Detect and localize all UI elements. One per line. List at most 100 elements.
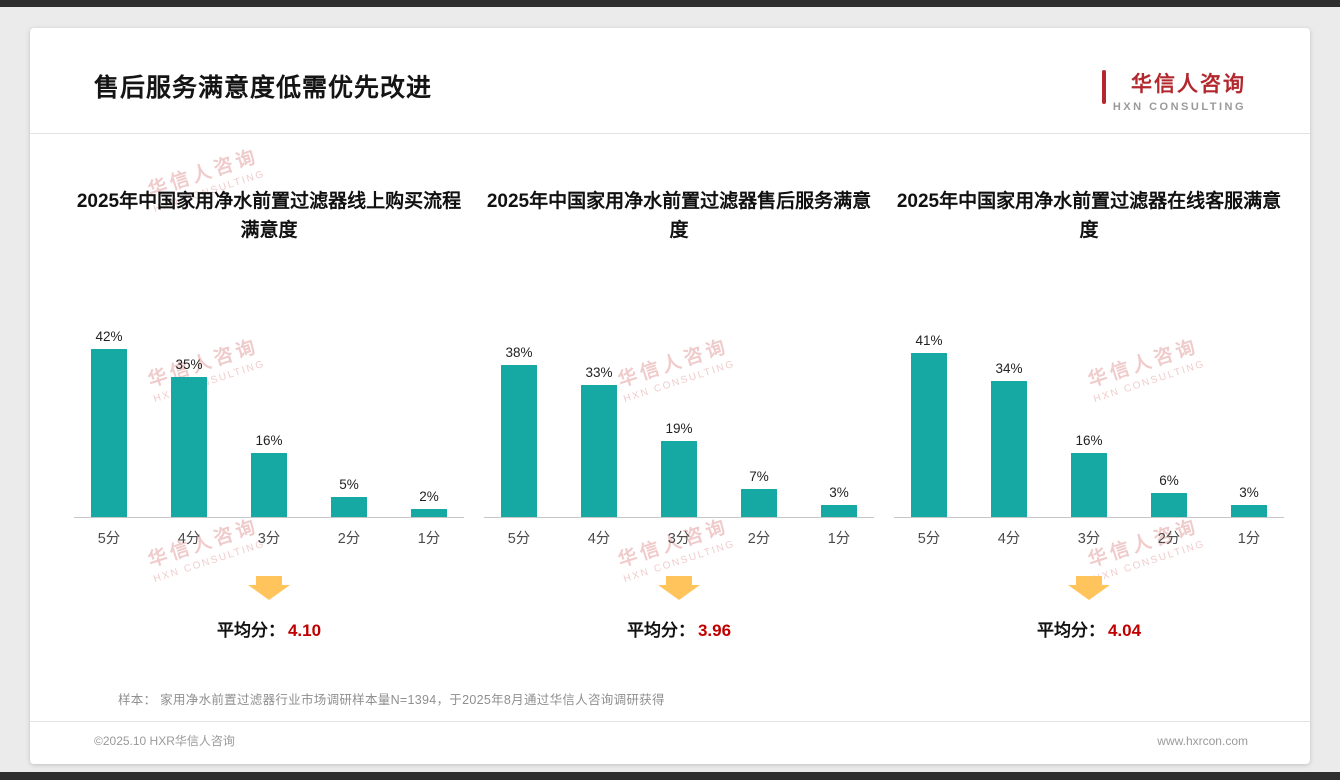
bar (741, 489, 777, 517)
bar (1231, 505, 1267, 517)
page-title: 售后服务满意度低需优先改进 (94, 74, 433, 102)
logo-bar-icon (1101, 70, 1106, 104)
category-row: 5分 4分 3分 2分 1分 (74, 518, 464, 548)
bottom-border-strip (0, 772, 1340, 780)
bar-slot: 5% (314, 477, 384, 517)
bar-value-label: 41% (915, 333, 943, 348)
category-label: 1分 (417, 531, 441, 547)
chart-title: 2025年中国家用净水前置过滤器线上购买流程满意度 (76, 191, 462, 241)
average-value: 3.96 (697, 621, 732, 640)
bar (501, 365, 537, 517)
plot-area: 41% 34% 16% 6% 3% (894, 306, 1284, 518)
bar-slot: 19% (644, 421, 714, 517)
header: 售后服务满意度低需优先改进 华信人咨询 HXN CONSULTING (30, 28, 1310, 113)
category-label: 4分 (177, 531, 201, 547)
bar-slot: 2% (394, 489, 464, 517)
bar-value-label: 5% (339, 477, 359, 492)
bar-value-label: 7% (749, 469, 769, 484)
down-arrow-icon (658, 576, 700, 600)
average-prefix: 平均分： (626, 621, 695, 640)
bar-value-label: 33% (585, 365, 613, 380)
top-border-strip (0, 0, 1340, 7)
footer-divider (30, 721, 1310, 722)
category-label: 3分 (257, 531, 281, 547)
copyright-text: ©2025.10 HXR华信人咨询 (94, 734, 235, 748)
bar-slot: 35% (154, 357, 224, 517)
chart-column: 2025年中国家用净水前置过滤器在线客服满意度 41% 34% 16% 6% 3% 5分… (894, 188, 1284, 641)
bar (991, 381, 1027, 517)
chart-column: 2025年中国家用净水前置过滤器售后服务满意度 38% 33% 19% 7% 3% 5分… (484, 188, 874, 641)
category-label: 4分 (587, 531, 611, 547)
category-row: 5分 4分 3分 2分 1分 (894, 518, 1284, 548)
bar-value-label: 16% (255, 433, 283, 448)
bar-value-label: 35% (175, 357, 203, 372)
average-value: 4.04 (1107, 621, 1142, 640)
bar-slot: 33% (564, 365, 634, 517)
category-label: 2分 (1157, 531, 1181, 547)
bar-value-label: 2% (419, 489, 439, 504)
category-label: 3分 (667, 531, 691, 547)
bar-slot: 34% (974, 361, 1044, 517)
bar-value-label: 3% (829, 485, 849, 500)
category-label: 2分 (337, 531, 361, 547)
bar (411, 509, 447, 517)
bar-slot: 3% (1214, 485, 1284, 517)
average-score-row: 平均分： 4.10 (217, 616, 321, 641)
average-score-row: 平均分： 3.96 (627, 616, 731, 641)
average-score-row: 平均分： 4.04 (1037, 616, 1141, 641)
bar-value-label: 34% (995, 361, 1023, 376)
down-arrow-icon (1068, 576, 1110, 600)
footer: 样本： 家用净水前置过滤器行业市场调研样本量N=1394，于2025年8月通过华… (30, 689, 1310, 764)
website-text: www.hxrcon.com (1157, 733, 1248, 748)
bar-slot: 42% (74, 329, 144, 517)
bar (911, 353, 947, 517)
category-label: 1分 (827, 531, 851, 547)
slide-card: 华信人咨询 HXN CONSULTING 华信人咨询 HXN CONSULTING 华信… (30, 28, 1310, 764)
plot-area: 42% 35% 16% 5% 2% (74, 306, 464, 518)
bar-value-label: 16% (1075, 433, 1103, 448)
charts-row: 2025年中国家用净水前置过滤器线上购买流程满意度 42% 35% 16% 5% 2% … (30, 134, 1310, 641)
logo-name: 华信人咨询 (1131, 73, 1246, 96)
bar-value-label: 38% (505, 345, 533, 360)
bar-slot: 3% (804, 485, 874, 517)
bar-slot: 41% (894, 333, 964, 517)
chart-column: 2025年中国家用净水前置过滤器线上购买流程满意度 42% 35% 16% 5% 2% … (74, 188, 464, 641)
chart-title: 2025年中国家用净水前置过滤器在线客服满意度 (896, 191, 1282, 241)
bar (251, 453, 287, 517)
bar-slot: 16% (1054, 433, 1124, 517)
bar (1151, 493, 1187, 517)
footer-bottom-row: ©2025.10 HXR华信人咨询 www.hxrcon.com (30, 722, 1310, 764)
category-label: 3分 (1077, 531, 1101, 547)
logo-tagline: HXN CONSULTING (1112, 101, 1246, 113)
category-label: 1分 (1237, 531, 1261, 547)
bar (581, 385, 617, 517)
category-label: 4分 (997, 531, 1021, 547)
category-label: 5分 (507, 531, 531, 547)
plot-area: 38% 33% 19% 7% 3% (484, 306, 874, 518)
company-logo: 华信人咨询 HXN CONSULTING (1101, 68, 1246, 113)
bar (661, 441, 697, 517)
bar (171, 377, 207, 517)
bar-slot: 38% (484, 345, 554, 517)
average-prefix: 平均分： (216, 621, 285, 640)
average-value: 4.10 (287, 621, 322, 640)
bar (331, 497, 367, 517)
bar (91, 349, 127, 517)
bar-value-label: 42% (95, 329, 123, 344)
bar-value-label: 19% (665, 421, 693, 436)
category-label: 5分 (97, 531, 121, 547)
bar-value-label: 3% (1239, 485, 1259, 500)
average-prefix: 平均分： (1036, 621, 1105, 640)
bar-slot: 6% (1134, 473, 1204, 517)
category-label: 2分 (747, 531, 771, 547)
bar (1071, 453, 1107, 517)
sample-note: 样本： 家用净水前置过滤器行业市场调研样本量N=1394，于2025年8月通过华… (118, 693, 665, 707)
chart-title: 2025年中国家用净水前置过滤器售后服务满意度 (486, 191, 872, 241)
bar-slot: 16% (234, 433, 304, 517)
bar-slot: 7% (724, 469, 794, 517)
header-divider (30, 133, 1310, 134)
category-row: 5分 4分 3分 2分 1分 (484, 518, 874, 548)
category-label: 5分 (917, 531, 941, 547)
down-arrow-icon (248, 576, 290, 600)
bar (821, 505, 857, 517)
